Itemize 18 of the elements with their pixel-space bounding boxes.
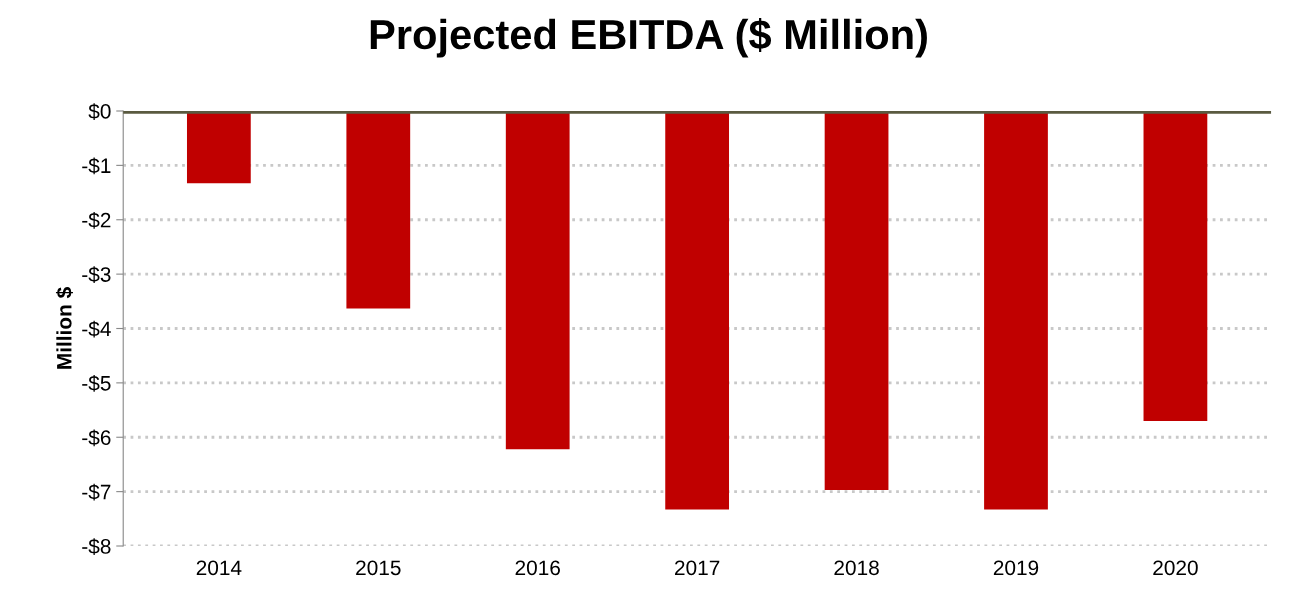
y-tick-label: $0 (88, 103, 111, 120)
y-tick-label: -$3 (82, 266, 111, 284)
x-tick-label: 2014 (196, 560, 242, 576)
y-tick-label: -$4 (82, 320, 111, 338)
y-axis-title: Million $ (55, 287, 73, 369)
y-tick-label: -$7 (82, 483, 111, 501)
x-tick-label: 2018 (834, 560, 879, 576)
y-tick-label: -$2 (82, 211, 111, 229)
y-tick-label: -$1 (82, 157, 111, 175)
y-tick-label: -$6 (82, 429, 111, 447)
chart-title: Projected EBITDA ($ Million) (370, 18, 927, 58)
x-tick-label: 2019 (993, 560, 1039, 576)
y-tick-label: -$5 (82, 375, 111, 392)
x-tick-label: 2016 (515, 560, 560, 576)
x-tick-label: 2015 (356, 560, 401, 576)
x-tick-label: 2020 (1153, 560, 1198, 576)
y-tick-label: -$8 (82, 538, 111, 555)
x-tick-label: 2017 (675, 560, 720, 576)
